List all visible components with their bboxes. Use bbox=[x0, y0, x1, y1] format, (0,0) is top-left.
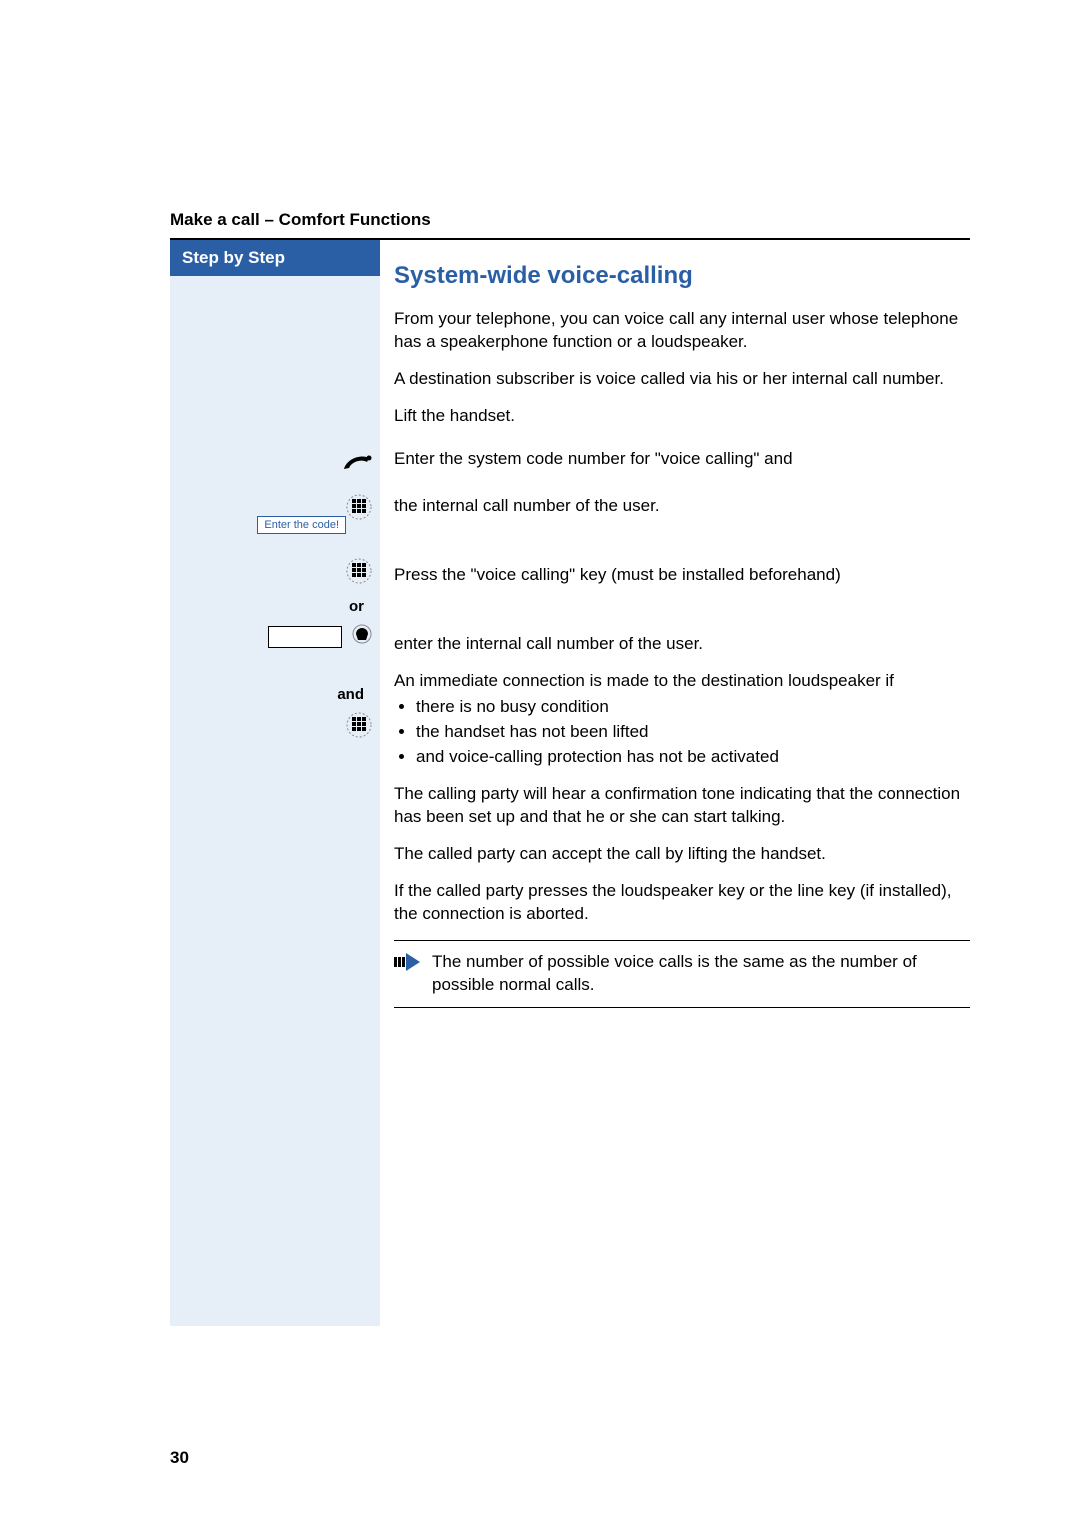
keypad-icon bbox=[346, 494, 372, 520]
key-button-row bbox=[268, 624, 372, 649]
code-box: Enter the code! bbox=[257, 516, 346, 534]
page: Make a call – Comfort Functions Step by … bbox=[0, 0, 1080, 1528]
section-header: Make a call – Comfort Functions bbox=[170, 210, 970, 240]
sidebar: Step by Step bbox=[170, 240, 380, 1326]
or-label: or bbox=[349, 598, 372, 615]
step-text: Enter the system code number for "voice … bbox=[394, 448, 970, 471]
step-by-step-label: Step by Step bbox=[170, 240, 380, 276]
step-text: the internal call number of the user. bbox=[394, 495, 970, 518]
list-item: and voice-calling protection has not be … bbox=[416, 746, 970, 769]
list-item: there is no busy condition bbox=[416, 696, 970, 719]
and-label: and bbox=[337, 686, 372, 703]
code-box-label: Enter the code! bbox=[257, 516, 346, 534]
note-block: The number of possible voice calls is th… bbox=[394, 940, 970, 1008]
paragraph: A destination subscriber is voice called… bbox=[394, 368, 970, 391]
sidebar-background: Enter the code! or bbox=[170, 276, 380, 1326]
paragraph: If the called party presses the loudspea… bbox=[394, 880, 970, 926]
page-title: System-wide voice-calling bbox=[394, 262, 970, 290]
paragraph: The calling party will hear a confirmati… bbox=[394, 783, 970, 829]
step-text: enter the internal call number of the us… bbox=[394, 633, 970, 656]
step-text: Lift the handset. bbox=[394, 405, 970, 428]
content-row: Step by Step bbox=[170, 240, 970, 1326]
main-content: System-wide voice-calling From your tele… bbox=[380, 240, 970, 1008]
paragraph: From your telephone, you can voice call … bbox=[394, 308, 970, 354]
function-key-icon bbox=[268, 626, 342, 648]
step-text: Press the "voice calling" key (must be i… bbox=[394, 564, 970, 587]
list-item: the handset has not been lifted bbox=[416, 721, 970, 744]
lamp-icon bbox=[352, 624, 372, 649]
bullet-list: there is no busy condition the handset h… bbox=[416, 696, 970, 769]
page-number: 30 bbox=[170, 1448, 189, 1468]
paragraph: The called party can accept the call by … bbox=[394, 843, 970, 866]
enter-code-row bbox=[346, 494, 372, 520]
note-text: The number of possible voice calls is th… bbox=[432, 951, 970, 997]
keypad-icon bbox=[346, 558, 372, 589]
paragraph: An immediate connection is made to the d… bbox=[394, 670, 970, 693]
keypad-icon bbox=[346, 712, 372, 743]
note-arrow-icon bbox=[394, 951, 422, 978]
handset-icon bbox=[342, 452, 372, 479]
